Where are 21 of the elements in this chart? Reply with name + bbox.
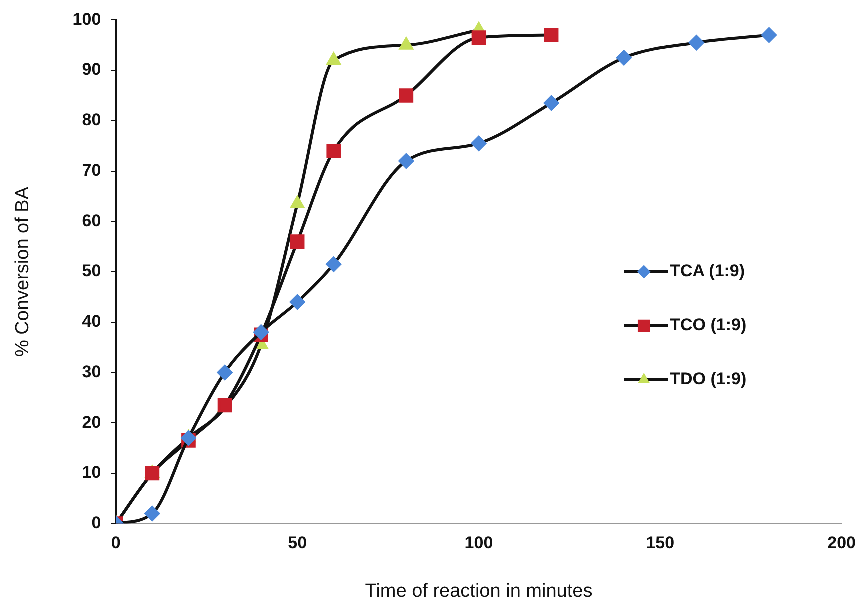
y-tick-label: 40	[82, 312, 102, 332]
y-tick-label: 60	[82, 211, 102, 230]
y-tick-label: 50	[82, 262, 102, 281]
legend-label: TCO (1:9)	[670, 316, 747, 335]
y-tick-label: 20	[82, 412, 102, 432]
y-tick-label: 80	[82, 110, 102, 130]
y-tick-label: 0	[92, 513, 102, 532]
x-axis-title: Time of reaction in minutes	[365, 580, 593, 602]
legend-label: TCA (1:9)	[670, 262, 746, 281]
x-tick-label: 150	[646, 534, 675, 553]
y-tick-label: 30	[82, 362, 102, 382]
x-tick-label: 100	[464, 534, 494, 553]
x-tick-label: 50	[288, 534, 308, 553]
x-tick-label: 0	[111, 534, 121, 553]
x-tick-label: 200	[828, 534, 856, 553]
y-tick-label: 10	[82, 463, 102, 482]
y-tick-label: 100	[72, 10, 102, 29]
legend-label: TDO (1:9)	[670, 370, 747, 389]
y-tick-label: 90	[82, 60, 102, 80]
y-axis-title: % Conversion of BA	[12, 186, 34, 358]
y-tick-label: 70	[82, 160, 102, 180]
